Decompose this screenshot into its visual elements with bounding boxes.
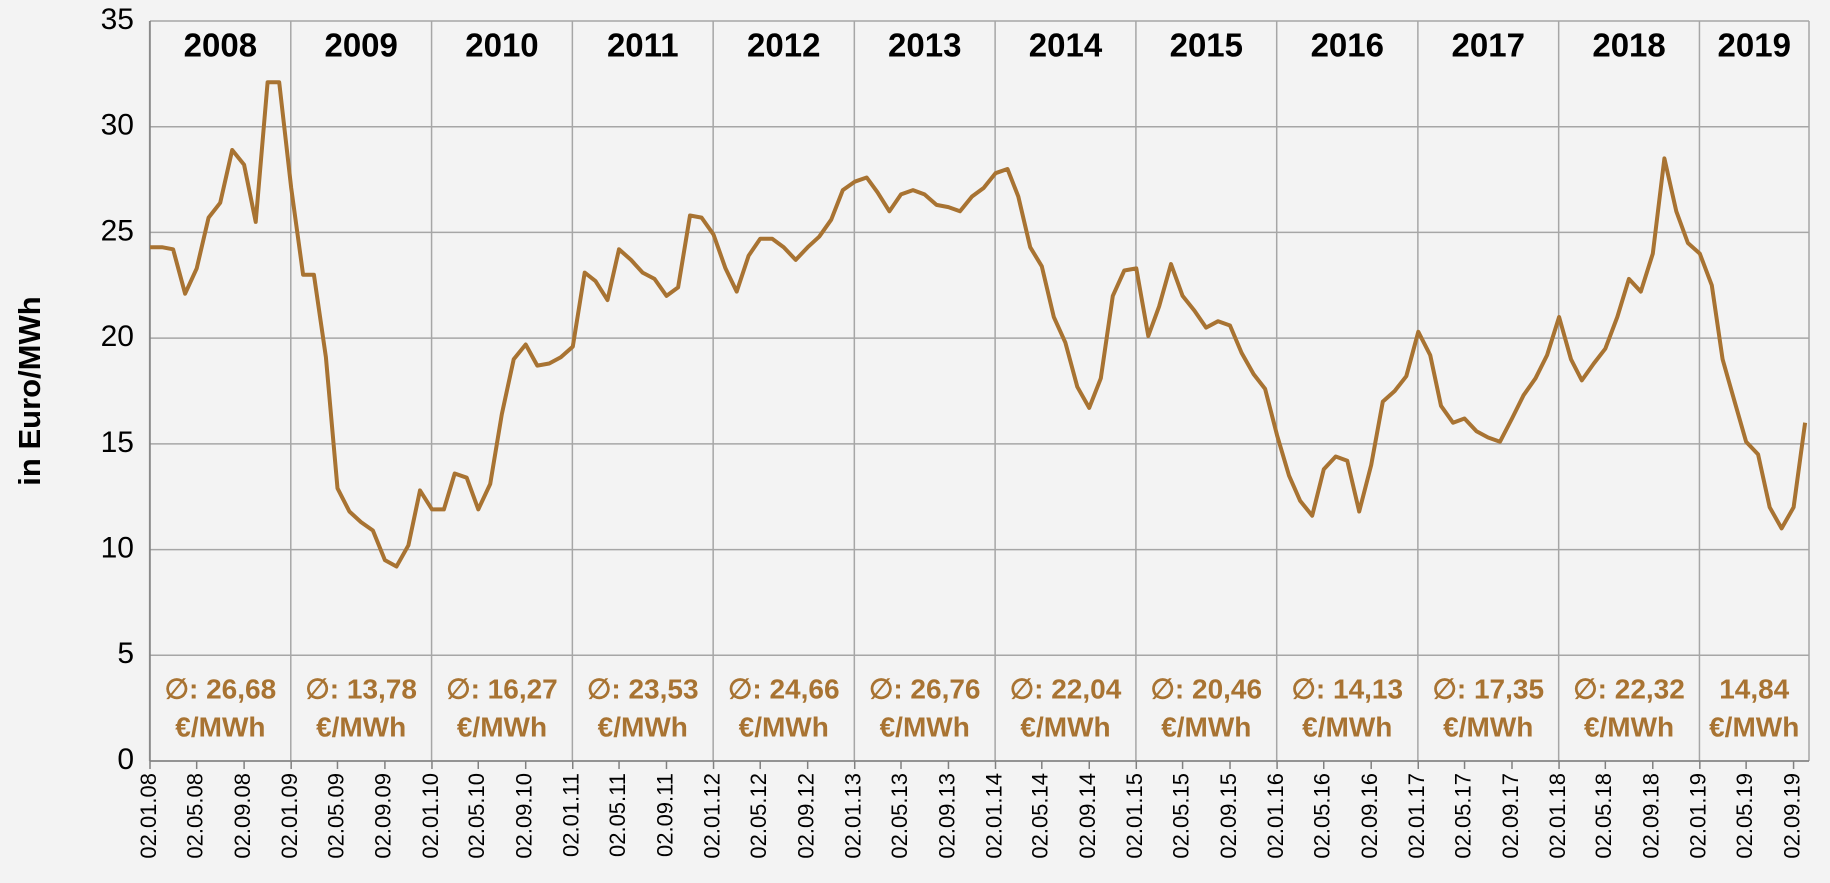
average-unit: €/MWh [880, 711, 970, 742]
y-tick-label: 15 [101, 426, 134, 459]
average-label: ∅: 17,35 [1432, 673, 1544, 704]
x-tick-label: 02.05.17 [1450, 773, 1475, 859]
x-tick-label: 02.01.19 [1686, 773, 1711, 859]
x-tick-label: 02.09.15 [1216, 773, 1241, 859]
x-tick-label: 02.05.11 [605, 773, 630, 857]
average-unit: €/MWh [1020, 711, 1110, 742]
y-tick-label: 0 [117, 743, 134, 776]
average-label: ∅: 20,46 [1151, 673, 1263, 704]
year-label: 2017 [1452, 27, 1525, 64]
average-unit: €/MWh [316, 711, 406, 742]
average-label: ∅: 16,27 [446, 673, 558, 704]
x-tick-label: 02.09.18 [1639, 773, 1664, 859]
average-label: ∅: 26,68 [165, 673, 277, 704]
x-tick-label: 02.05.13 [887, 773, 912, 859]
x-tick-label: 02.05.08 [182, 773, 207, 859]
average-unit: €/MWh [457, 711, 547, 742]
x-tick-label: 02.09.19 [1779, 773, 1804, 859]
x-tick-label: 02.09.10 [512, 773, 537, 859]
x-tick-label: 02.01.18 [1545, 773, 1570, 859]
x-tick-label: 02.09.11 [652, 773, 677, 857]
year-label: 2014 [1029, 27, 1103, 64]
x-tick-label: 02.05.18 [1591, 773, 1616, 859]
y-axis-label: in Euro/MWh [12, 296, 47, 485]
y-tick-label: 20 [101, 320, 134, 353]
average-label: ∅: 14,13 [1292, 673, 1404, 704]
average-label: ∅: 23,53 [587, 673, 699, 704]
x-tick-label: 02.09.16 [1357, 773, 1382, 859]
year-label: 2012 [747, 27, 820, 64]
average-label: ∅: 22,32 [1573, 673, 1685, 704]
x-tick-label: 02.05.14 [1028, 773, 1053, 859]
x-tick-label: 02.01.17 [1404, 773, 1429, 859]
average-label: ∅: 26,76 [869, 673, 981, 704]
year-label: 2013 [888, 27, 961, 64]
x-tick-label: 02.09.14 [1075, 773, 1100, 859]
x-tick-label: 02.05.09 [323, 773, 348, 859]
x-tick-label: 02.01.14 [981, 773, 1006, 859]
x-tick-label: 02.01.09 [277, 773, 302, 859]
y-tick-label: 10 [101, 531, 134, 564]
x-tick-label: 02.01.15 [1122, 773, 1147, 859]
x-tick-label: 02.09.17 [1498, 773, 1523, 859]
average-unit: €/MWh [598, 711, 688, 742]
average-unit: €/MWh [1443, 711, 1533, 742]
y-tick-label: 5 [117, 637, 134, 670]
year-label: 2016 [1311, 27, 1384, 64]
average-label: ∅: 24,66 [728, 673, 840, 704]
year-label: 2010 [465, 27, 538, 64]
average-label: ∅: 22,04 [1010, 673, 1122, 704]
average-label: 14,84 [1719, 673, 1789, 704]
x-tick-label: 02.09.12 [793, 773, 818, 859]
x-tick-label: 02.05.15 [1168, 773, 1193, 859]
average-unit: €/MWh [1161, 711, 1251, 742]
year-label: 2018 [1592, 27, 1665, 64]
x-tick-label: 02.09.09 [371, 773, 396, 859]
average-unit: €/MWh [739, 711, 829, 742]
x-tick-label: 02.05.19 [1732, 773, 1757, 859]
x-tick-label: 02.01.11 [559, 773, 584, 857]
x-tick-label: 02.01.16 [1263, 773, 1288, 859]
x-tick-label: 02.01.10 [418, 773, 443, 859]
x-tick-label: 02.01.12 [699, 773, 724, 859]
x-tick-label: 02.05.16 [1310, 773, 1335, 859]
average-label: ∅: 13,78 [305, 673, 417, 704]
x-tick-label: 02.05.10 [464, 773, 489, 859]
price-line [150, 80, 1808, 569]
x-tick-label: 02.09.08 [230, 773, 255, 859]
x-tick-label: 02.09.13 [934, 773, 959, 859]
average-unit: €/MWh [1302, 711, 1392, 742]
average-unit: €/MWh [1709, 711, 1799, 742]
average-unit: €/MWh [1584, 711, 1674, 742]
year-label: 2015 [1170, 27, 1243, 64]
year-label: 2009 [324, 27, 397, 64]
y-tick-label: 35 [101, 3, 134, 36]
x-tick-label: 02.01.08 [136, 773, 161, 859]
y-tick-label: 25 [101, 214, 134, 247]
year-label: 2011 [607, 27, 679, 64]
y-tick-label: 30 [101, 109, 134, 142]
x-tick-label: 02.05.12 [746, 773, 771, 859]
x-tick-label: 02.01.13 [841, 773, 866, 859]
year-label: 2019 [1718, 27, 1791, 64]
average-unit: €/MWh [175, 711, 265, 742]
year-label: 2008 [184, 27, 257, 64]
